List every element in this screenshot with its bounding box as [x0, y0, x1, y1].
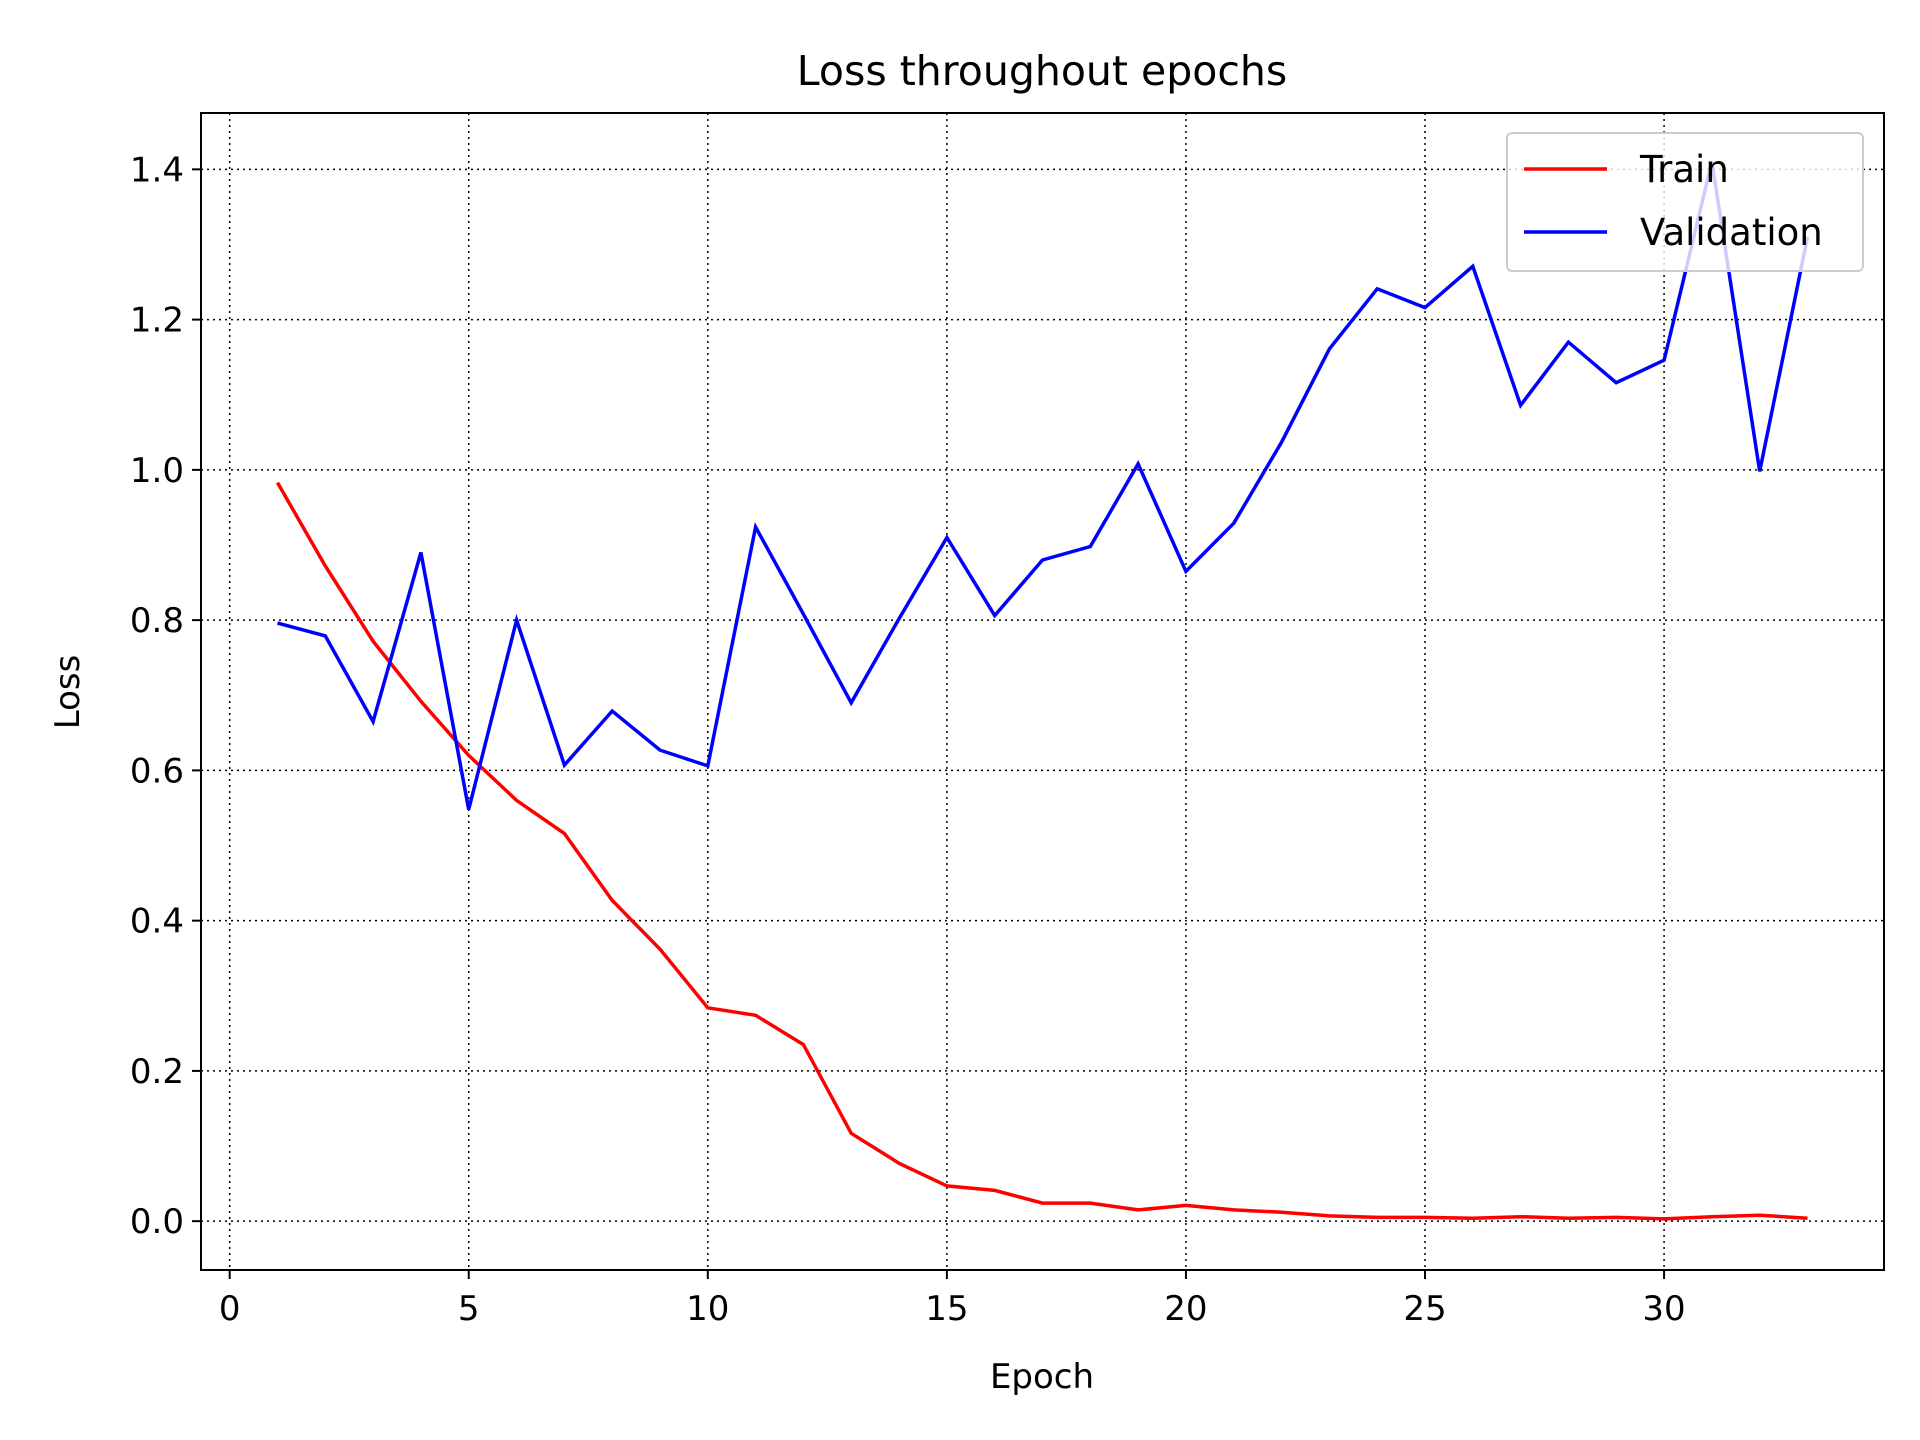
series-line-validation [277, 161, 1810, 810]
y-tick-label: 0.4 [130, 902, 184, 942]
y-tick-label: 0.2 [130, 1052, 184, 1092]
x-tick-label: 20 [1164, 1289, 1207, 1329]
x-tick-label: 0 [219, 1289, 241, 1329]
legend: Train Validation [1506, 132, 1864, 272]
tick-layer: 0 5 10 15 20 25 30 0.0 0.2 0.4 0.6 0.8 1.0 1.2 1.4 [130, 150, 1686, 1329]
plot-frame [200, 112, 1885, 1271]
y-tick-label: 0.8 [130, 601, 184, 641]
x-tick-label: 15 [925, 1289, 968, 1329]
legend-label-train: Train [1639, 148, 1729, 191]
y-tick-label: 0.6 [130, 751, 184, 791]
x-tick-label: 25 [1403, 1289, 1446, 1329]
grid-layer [201, 113, 1884, 1270]
y-tick-label: 1.0 [130, 451, 184, 491]
chart-title: Loss throughout epochs [797, 47, 1287, 95]
x-tick-label: 10 [686, 1289, 729, 1329]
series-line-train [275, 481, 1808, 1221]
y-tick-label: 0.0 [130, 1202, 184, 1242]
x-tick-label: 5 [458, 1289, 480, 1329]
x-tick-label: 30 [1642, 1289, 1685, 1329]
series-layer [275, 161, 1810, 1221]
y-axis-label: Loss [48, 655, 88, 730]
y-tick-label: 1.4 [130, 150, 184, 190]
legend-label-validation: Validation [1640, 211, 1823, 254]
y-tick-label: 1.2 [130, 301, 184, 341]
x-axis-label: Epoch [990, 1357, 1094, 1397]
